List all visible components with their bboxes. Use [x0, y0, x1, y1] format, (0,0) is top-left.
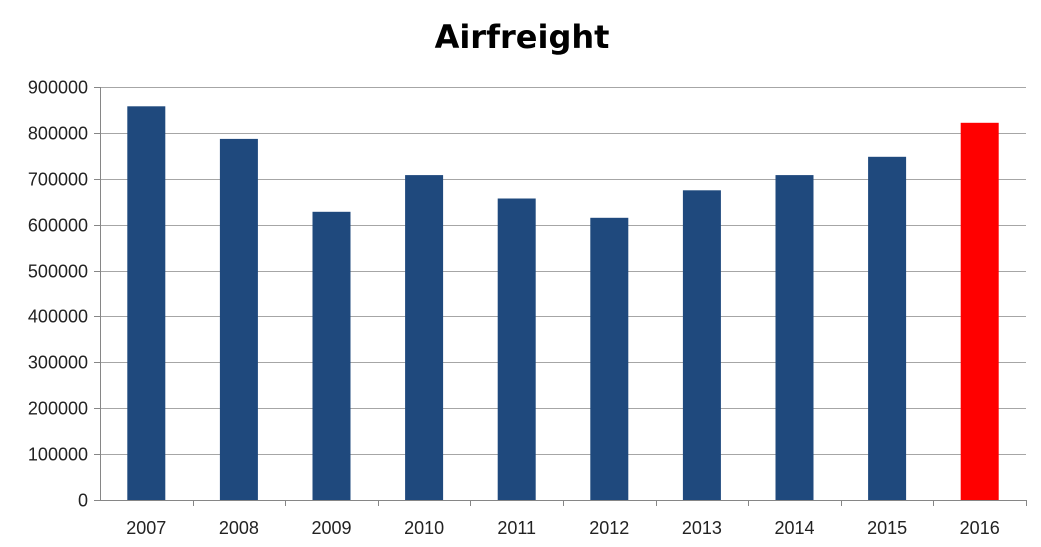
x-tick-label: 2012	[589, 518, 629, 538]
axes	[94, 87, 1027, 506]
bar-2014	[775, 175, 814, 500]
chart-title: Airfreight	[435, 18, 610, 56]
x-tick-label: 2014	[774, 518, 814, 538]
y-tick-label: 0	[78, 491, 88, 511]
bar-2015	[868, 156, 907, 501]
y-tick-label: 200000	[28, 399, 88, 419]
bar-2007	[127, 106, 166, 501]
bar-2008	[219, 138, 258, 500]
x-tick-label: 2013	[682, 518, 722, 538]
x-tick-label: 2009	[311, 518, 351, 538]
bar-2012	[590, 217, 629, 501]
y-tick-label: 300000	[28, 353, 88, 373]
x-tick-labels: 2007 2008 2009 2010 2011 2012 2013 2014 2015 2016	[126, 518, 999, 538]
bar-2011	[497, 198, 536, 500]
x-tick-label: 2008	[219, 518, 259, 538]
x-tick-label: 2015	[867, 518, 907, 538]
bar-2010	[405, 175, 444, 500]
y-tick-label: 600000	[28, 216, 88, 236]
bars	[127, 106, 999, 501]
y-tick-label: 700000	[28, 170, 88, 190]
bar-2013	[682, 190, 721, 501]
x-tick-label: 2010	[404, 518, 444, 538]
x-tick-label: 2007	[126, 518, 166, 538]
y-tick-label: 500000	[28, 262, 88, 282]
y-tick-label: 900000	[28, 78, 88, 98]
bar-2009	[312, 211, 351, 501]
y-tick-label: 100000	[28, 445, 88, 465]
x-tick-label: 2016	[960, 518, 1000, 538]
y-tick-label: 400000	[28, 307, 88, 327]
y-tick-labels: 0 100000 200000 300000 400000 500000 600000 700…	[28, 78, 88, 511]
x-tick-label: 2011	[497, 518, 536, 538]
y-tick-label: 800000	[28, 124, 88, 144]
bar-2016	[960, 122, 999, 501]
